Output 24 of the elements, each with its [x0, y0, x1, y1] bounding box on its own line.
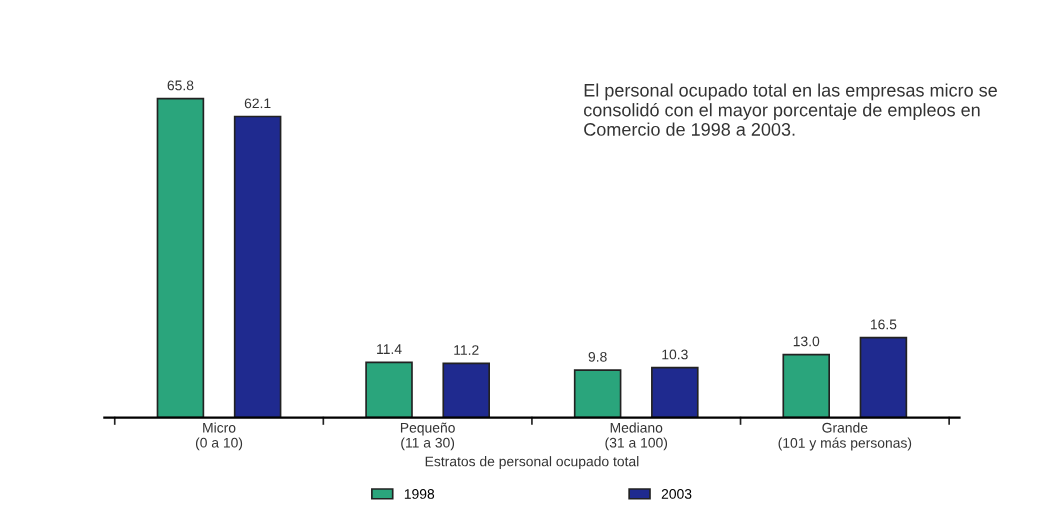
bar — [573, 369, 622, 418]
data-label: 9.8 — [588, 351, 607, 362]
x-tick-label: Grande (101 y más personas) — [778, 422, 912, 451]
x-axis-title: Estratos de personal ocupado total — [425, 456, 639, 470]
bar — [233, 115, 282, 418]
data-label: 10.3 — [662, 349, 688, 360]
x-tick-label: Mediano (31 a 100) — [605, 422, 668, 451]
legend-label: 1998 — [404, 489, 435, 499]
bar — [442, 362, 491, 418]
bar — [782, 353, 831, 418]
data-label: 16.5 — [870, 319, 897, 330]
x-tick-label: Pequeño (11 a 30) — [400, 422, 455, 451]
data-label: 65.8 — [167, 80, 194, 91]
data-label: 62.1 — [244, 98, 271, 109]
data-label: 13.0 — [793, 336, 820, 347]
annotation: El personal ocupado total en las empresas micro se consolidó con el mayor porcentaje de empleos en Comercio de 1998 a 2003. — [584, 83, 997, 136]
bar — [365, 361, 413, 418]
bar — [651, 366, 699, 418]
legend-label: 2003 — [661, 489, 692, 499]
data-label: 11.4 — [377, 344, 402, 354]
bar — [156, 97, 205, 418]
bar — [859, 336, 908, 418]
data-label: 11.2 — [454, 345, 479, 355]
x-tick-label: Micro (0 a 10) — [195, 422, 243, 451]
